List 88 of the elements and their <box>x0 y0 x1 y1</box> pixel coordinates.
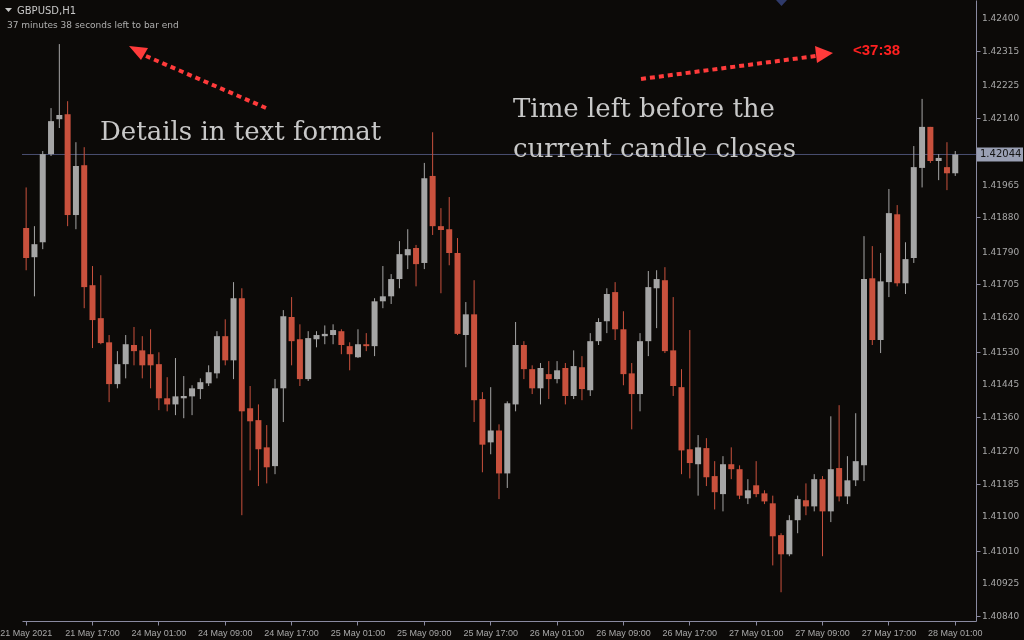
x-tick-label: 21 May 2021 <box>0 627 53 638</box>
candlestick <box>147 328 154 389</box>
candlestick <box>943 141 950 191</box>
y-tick-label: 1.41705 <box>982 279 1020 290</box>
y-tick-label: 1.41530 <box>982 346 1020 357</box>
candlestick <box>554 360 561 384</box>
candlestick <box>330 323 337 345</box>
candlestick <box>778 532 785 593</box>
candlestick <box>437 207 444 294</box>
y-tick-label: 1.41100 <box>982 511 1020 522</box>
y-tick-label: 1.41185 <box>982 478 1020 489</box>
x-tick-label: 27 May 17:00 <box>861 627 917 638</box>
x-tick-label: 27 May 01:00 <box>728 627 784 638</box>
x-tick-label: 25 May 17:00 <box>463 627 518 638</box>
candlestick <box>595 317 602 346</box>
annotation: Time left before the current candle closes <box>513 93 797 163</box>
candlestick <box>247 385 254 471</box>
candlestick <box>686 329 693 479</box>
y-tick-label: 1.41445 <box>982 379 1020 390</box>
candlestick <box>338 328 345 355</box>
candlestick <box>952 150 959 177</box>
candlestick <box>122 334 129 379</box>
candlestick <box>728 446 735 480</box>
x-tick-label: 25 May 09:00 <box>397 627 452 638</box>
candlestick <box>346 341 353 371</box>
candlestick <box>852 412 859 487</box>
candlestick <box>578 355 585 401</box>
x-tick-label: 26 May 17:00 <box>662 627 718 638</box>
x-tick-label: 24 May 17:00 <box>264 627 319 638</box>
candlestick <box>31 225 38 297</box>
candlestick <box>388 273 395 305</box>
y-tick-label: 1.41010 <box>982 545 1020 556</box>
ref-line-label: 1.42044 <box>980 148 1022 160</box>
y-tick-label: 1.41360 <box>982 411 1020 422</box>
candlestick <box>935 153 942 181</box>
candlestick <box>205 364 212 387</box>
candlestick <box>172 357 179 416</box>
chart-title: GBPUSD,H1 <box>17 5 77 16</box>
annotation: <37:38 <box>853 41 901 58</box>
x-tick-label: 21 May 17:00 <box>65 627 120 638</box>
candlestick <box>753 460 760 498</box>
candlestick <box>487 386 494 455</box>
candlestick <box>537 362 544 405</box>
candlestick <box>197 377 204 400</box>
candlestick <box>413 244 420 287</box>
candlestick <box>802 482 809 516</box>
y-tick-label: 1.42140 <box>982 112 1020 123</box>
y-tick-label: 1.42400 <box>982 13 1020 24</box>
candlestick <box>794 495 801 534</box>
x-tick-label: 25 May 01:00 <box>330 627 386 638</box>
y-tick-label: 1.40925 <box>982 578 1020 589</box>
y-tick-label: 1.42315 <box>982 45 1020 56</box>
y-tick-label: 1.41790 <box>982 246 1020 257</box>
x-tick-label: 24 May 09:00 <box>197 627 253 638</box>
candlestick <box>164 376 171 412</box>
x-tick-label: 27 May 09:00 <box>795 627 850 638</box>
candlestick <box>446 196 453 266</box>
candlestick <box>354 328 361 359</box>
candlestick <box>263 424 270 484</box>
candlestick <box>711 460 718 510</box>
candlestick <box>462 301 469 368</box>
candlestick <box>844 455 851 505</box>
candlestick <box>529 364 536 395</box>
x-tick-label: 24 May 01:00 <box>131 627 187 638</box>
candlestick <box>404 228 411 270</box>
y-tick-label: 1.41965 <box>982 179 1020 190</box>
candlestick <box>130 326 137 366</box>
candlestick <box>628 362 635 430</box>
candlestick <box>189 384 196 416</box>
y-tick-label: 1.41880 <box>982 212 1020 223</box>
y-tick-label: 1.40840 <box>982 611 1020 622</box>
candlestick <box>695 434 702 497</box>
annotation: Details in text format <box>100 116 382 146</box>
y-tick-label: 1.41270 <box>982 446 1020 457</box>
candlestick <box>744 478 751 505</box>
text: 37 minutes 38 seconds left to bar end <box>7 20 179 30</box>
candlestick <box>139 335 146 379</box>
candlestick <box>114 350 121 389</box>
y-tick-label: 1.42225 <box>982 80 1020 91</box>
candlestick <box>363 332 370 352</box>
x-tick-label: 26 May 01:00 <box>529 627 585 638</box>
candlestick <box>545 360 552 400</box>
candlestick <box>379 265 386 309</box>
x-tick-label: 26 May 09:00 <box>596 627 651 638</box>
y-tick-label: 1.41620 <box>982 312 1020 323</box>
candlestick <box>56 43 63 129</box>
x-tick-label: 28 May 01:00 <box>927 627 983 638</box>
candlestick <box>653 269 660 329</box>
